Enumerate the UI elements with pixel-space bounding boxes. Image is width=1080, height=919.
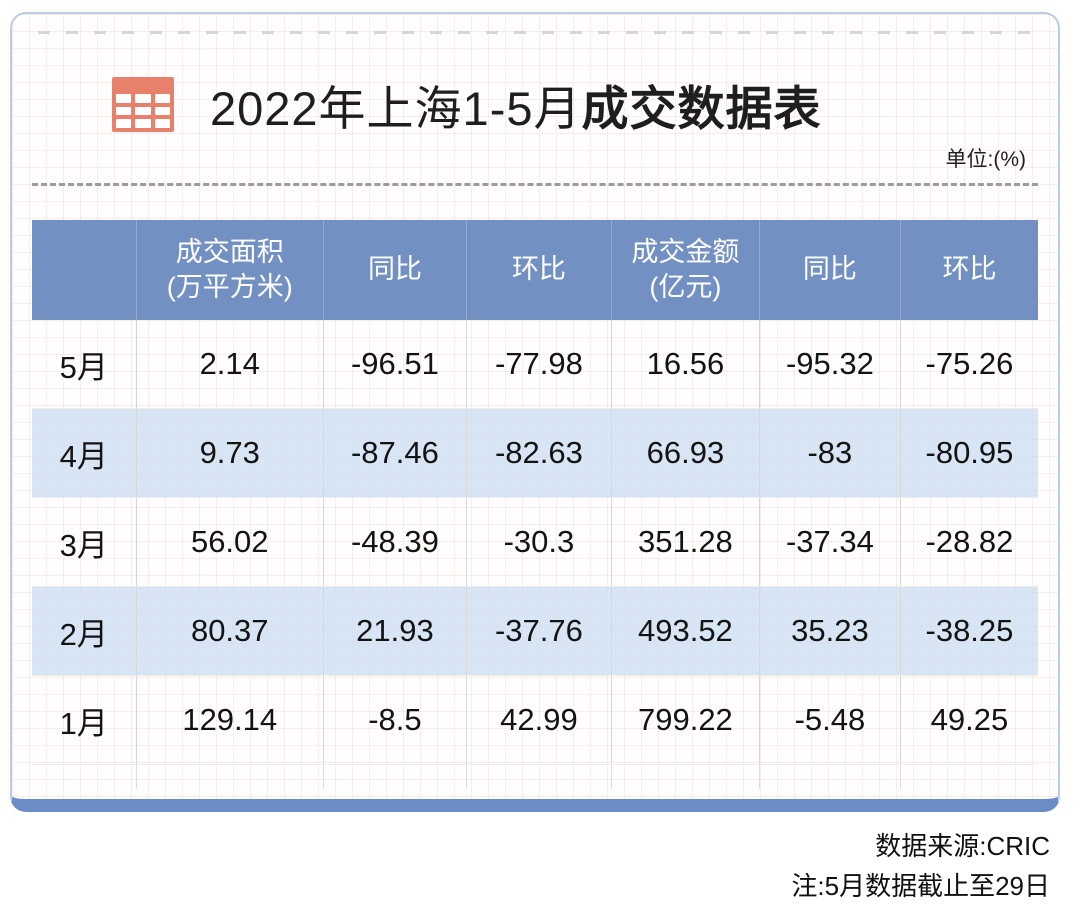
footer: 数据来源:CRIC 注:5月数据截止至29日: [791, 826, 1050, 907]
data-cell: -5.48: [758, 676, 900, 764]
unit-label: 单位:(%): [945, 148, 1027, 171]
data-cell: 66.93: [610, 409, 759, 497]
data-note: 注:5月数据截止至29日: [791, 871, 1050, 902]
data-source: 数据来源:CRIC: [875, 831, 1050, 861]
data-cell: 35.23: [758, 587, 900, 675]
data-cell: -77.98: [465, 320, 611, 408]
decor-dashes: [38, 31, 1032, 34]
data-cell: 2.14: [135, 320, 323, 408]
header-cell-yoy1: 同比: [322, 220, 466, 320]
data-cell: -80.95: [899, 409, 1038, 497]
title-row: 2022年上海1-5月成交数据表: [112, 70, 1058, 139]
month-cell: 4月: [59, 438, 108, 474]
column-line-extender: [32, 765, 1038, 789]
header-cell-area: 成交面积 (万平方米): [135, 220, 323, 320]
dashed-divider: [32, 183, 1038, 186]
table-row: 1月 129.14 -8.5 42.99 799.22 -5.48 49.25: [32, 676, 1038, 765]
data-cell: 80.37: [135, 587, 323, 675]
data-cell: -38.25: [899, 587, 1038, 675]
data-cell: -30.3: [465, 498, 611, 586]
header-cell-mom1: 环比: [465, 220, 611, 320]
data-cell: 351.28: [610, 498, 759, 586]
data-cell: 56.02: [135, 498, 323, 586]
data-table: 成交面积 (万平方米) 同比 环比 成交金额 (亿元) 同比 环比 5月 2.1…: [32, 220, 1038, 789]
data-cell: -96.51: [322, 320, 466, 408]
data-cell: -87.46: [322, 409, 466, 497]
header-cell-amount: 成交金额 (亿元): [610, 220, 759, 320]
data-cell: -8.5: [322, 676, 466, 764]
header-cell-mom2: 环比: [899, 220, 1038, 320]
data-cell: -37.76: [465, 587, 611, 675]
table-grid-icon: [112, 77, 174, 132]
header-cell-month: [32, 220, 136, 320]
month-cell: 5月: [59, 349, 108, 385]
data-cell: 49.25: [899, 676, 1038, 764]
data-cell: -37.34: [758, 498, 900, 586]
data-cell: 21.93: [322, 587, 466, 675]
data-cell: -48.39: [322, 498, 466, 586]
data-cell: 9.73: [135, 409, 323, 497]
page-title: 2022年上海1-5月成交数据表: [210, 70, 822, 139]
data-cell: 129.14: [135, 676, 323, 764]
table-row: 3月 56.02 -48.39 -30.3 351.28 -37.34 -28.…: [32, 498, 1038, 587]
data-cell: -28.82: [899, 498, 1038, 586]
data-cell: 42.99: [465, 676, 611, 764]
month-cell: 3月: [59, 527, 108, 563]
data-cell: -75.26: [899, 320, 1038, 408]
header-cell-yoy2: 同比: [758, 220, 900, 320]
table-row: 5月 2.14 -96.51 -77.98 16.56 -95.32 -75.2…: [32, 320, 1038, 409]
table-row: 4月 9.73 -87.46 -82.63 66.93 -83 -80.95: [32, 409, 1038, 498]
table-header-row: 成交面积 (万平方米) 同比 环比 成交金额 (亿元) 同比 环比: [32, 220, 1038, 320]
data-cell: -82.63: [465, 409, 611, 497]
title-bold: 成交数据表: [581, 82, 822, 135]
data-card: 2022年上海1-5月成交数据表 单位:(%) 成交面积 (万平方米) 同比 环…: [10, 12, 1060, 812]
data-cell: 493.52: [610, 587, 759, 675]
title-regular: 2022年上海1-5月: [210, 82, 582, 135]
month-cell: 2月: [59, 616, 108, 652]
month-cell: 1月: [59, 705, 108, 741]
data-cell: 799.22: [610, 676, 759, 764]
data-cell: -83: [758, 409, 900, 497]
data-cell: -95.32: [758, 320, 900, 408]
data-cell: 16.56: [610, 320, 759, 408]
table-row: 2月 80.37 21.93 -37.76 493.52 35.23 -38.2…: [32, 587, 1038, 676]
